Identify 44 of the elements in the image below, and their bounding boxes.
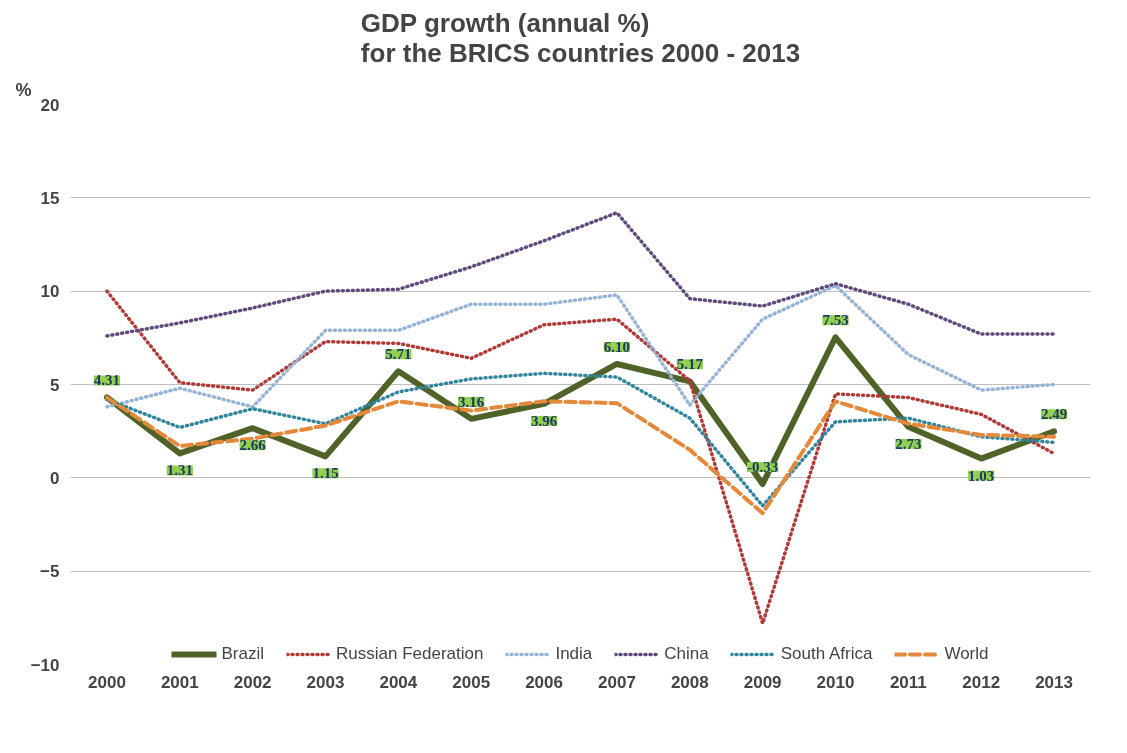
data-label: 3.16 <box>458 393 485 410</box>
y-tick-label: 0 <box>50 468 60 488</box>
x-tick-label: 2006 <box>525 672 563 692</box>
data-label: 5.17 <box>676 356 704 373</box>
x-tick-label: 2009 <box>743 672 782 692</box>
data-label: 2.49 <box>1040 406 1068 423</box>
data-label: -0.33 <box>747 458 779 475</box>
x-tick-label: 2005 <box>452 672 491 692</box>
x-tick-label: 2011 <box>889 672 927 692</box>
y-tick-label: 5 <box>50 375 60 395</box>
data-label: 1.31 <box>166 462 193 479</box>
x-tick-label: 2001 <box>160 672 199 692</box>
data-label: 6.10 <box>603 338 631 355</box>
data-label: 4.31 <box>93 372 121 389</box>
line-series <box>105 211 1056 338</box>
legend-label: World <box>944 644 989 664</box>
legend-label: China <box>664 644 709 664</box>
legend-label: Russian Federation <box>336 644 484 664</box>
legend-label: South Africa <box>780 644 873 664</box>
legend-label: Brazil <box>221 644 265 664</box>
y-tick-label: −5 <box>40 562 60 582</box>
x-tick-label: 2004 <box>379 672 418 692</box>
x-tick-label: 2012 <box>962 672 1001 692</box>
x-tick-label: 2008 <box>670 672 709 692</box>
x-tick-label: 2000 <box>88 672 126 692</box>
data-label: 7.53 <box>822 312 849 329</box>
x-tick-label: 2003 <box>306 672 345 692</box>
data-label: 2.73 <box>895 435 922 452</box>
data-label: 3.96 <box>530 412 558 429</box>
y-tick-label: 20 <box>40 95 60 115</box>
data-label: 5.71 <box>385 346 412 363</box>
x-tick-label: 2002 <box>233 672 272 692</box>
x-tick-label: 2013 <box>1035 672 1073 692</box>
y-tick-label: 10 <box>40 282 60 302</box>
x-tick-label: 2010 <box>816 672 855 692</box>
y-tick-label: −10 <box>30 655 60 675</box>
x-tick-label: 2007 <box>598 672 636 692</box>
y-axis-title: % <box>15 79 32 100</box>
data-label: 2.66 <box>239 437 267 454</box>
y-tick-label: 15 <box>40 188 60 208</box>
data-label: 1.15 <box>312 465 339 482</box>
chart-title: GDP growth (annual %) for the BRICS countries 2000 - 2013 <box>360 7 801 68</box>
data-label: 1.03 <box>968 467 995 484</box>
legend-label: India <box>555 644 593 664</box>
